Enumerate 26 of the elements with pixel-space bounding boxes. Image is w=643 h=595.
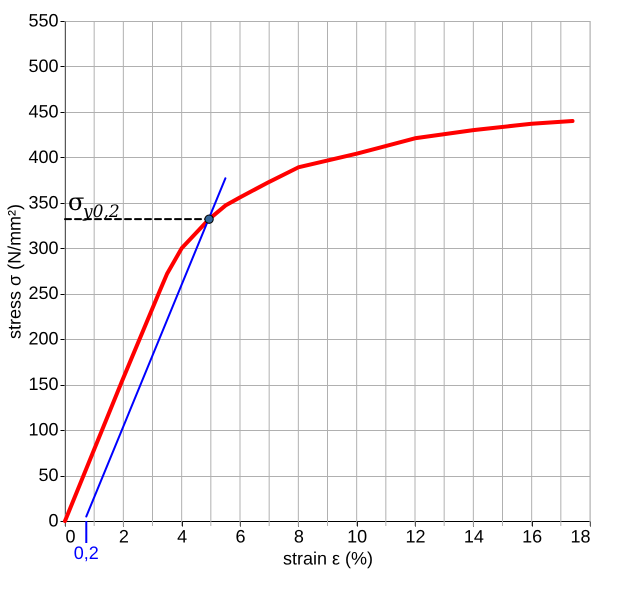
x-tick-label: 4 <box>177 526 188 546</box>
x-tick-label: 14 <box>464 526 484 546</box>
y-tick-label: 0 <box>48 510 58 530</box>
y-tick-label: 50 <box>38 465 58 486</box>
x-tick-label: 10 <box>347 526 368 546</box>
y-tick-label: 400 <box>28 146 58 167</box>
x-tick-label: 0 <box>66 526 76 546</box>
y-tick-label: 250 <box>28 283 58 304</box>
y-axis-title: stress σ (N/mm²) <box>4 204 24 340</box>
y-tick-label: 350 <box>28 192 58 212</box>
y-tick-label: 450 <box>28 101 58 122</box>
x-tick-label: 2 <box>118 526 129 546</box>
y-tick-label: 100 <box>28 420 58 440</box>
line-series <box>63 119 574 523</box>
x-tick-label: 16 <box>522 526 542 546</box>
x-tick-label: 6 <box>235 526 246 546</box>
x-axis-title: strain ε (%) <box>282 548 374 568</box>
x-tick-label: 12 <box>405 526 426 546</box>
y-tick-label: 300 <box>28 238 58 258</box>
y-tick-label: 150 <box>28 374 58 394</box>
y-tick-label: 500 <box>28 56 58 76</box>
x-tick-label: 8 <box>294 526 304 546</box>
annotation: 0,2 <box>74 543 99 563</box>
x-tick-label: 18 <box>570 526 590 546</box>
y-tick-label: 200 <box>28 328 58 349</box>
y-tick-label: 550 <box>28 10 58 30</box>
